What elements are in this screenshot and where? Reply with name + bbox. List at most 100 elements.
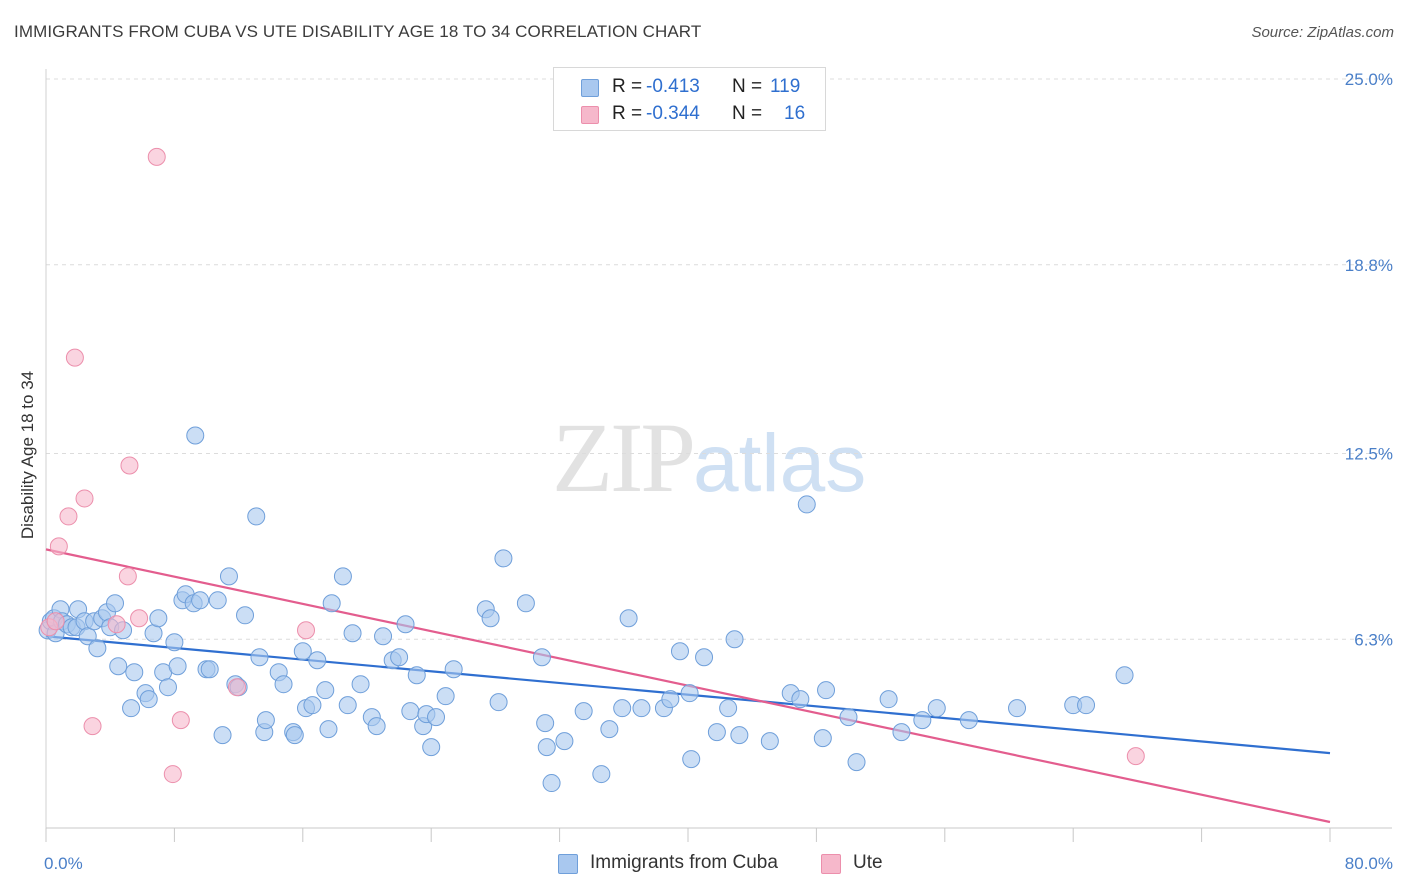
data-point-ute — [120, 456, 139, 475]
y-tick-label: 25.0% — [1345, 70, 1393, 89]
data-point-cuba — [725, 630, 744, 649]
stats-n-value: 119 — [770, 76, 801, 97]
data-point-cuba — [494, 549, 513, 568]
data-point-cuba — [516, 594, 535, 613]
data-point-ute — [75, 489, 94, 508]
data-point-cuba — [343, 624, 362, 643]
legend-swatch-ute — [821, 854, 841, 874]
data-point-cuba — [536, 714, 555, 733]
data-point-cuba — [817, 681, 836, 700]
gridlines — [46, 78, 1392, 640]
data-point-cuba — [106, 594, 125, 613]
data-point-cuba — [555, 732, 574, 751]
data-point-ute — [171, 711, 190, 730]
stats-n-value: 16 — [784, 103, 806, 124]
stats-swatch-ute — [581, 106, 599, 124]
tick-labels: 6.3% 12.5% 18.8% 25.0% 0.0% 80.0% — [44, 70, 1393, 873]
data-point-cuba — [542, 774, 561, 793]
data-point-cuba — [338, 696, 357, 715]
y-tick-label: 12.5% — [1345, 445, 1393, 464]
data-point-ute — [297, 621, 316, 640]
data-point-cuba — [1115, 666, 1134, 685]
data-point-cuba — [247, 507, 266, 526]
data-point-cuba — [158, 678, 177, 697]
data-point-cuba — [319, 720, 338, 739]
data-point-ute — [49, 537, 68, 556]
data-point-cuba — [213, 726, 232, 745]
legend-swatch-cuba — [558, 854, 578, 874]
data-point-cuba — [191, 591, 210, 610]
data-point-cuba — [532, 648, 551, 667]
data-point-ute — [46, 612, 65, 631]
data-point-cuba — [537, 738, 556, 757]
data-point-cuba — [422, 738, 441, 757]
data-point-cuba — [444, 660, 463, 679]
y-axis-label: Disability Age 18 to 34 — [18, 371, 37, 539]
data-point-cuba — [436, 687, 455, 706]
data-point-cuba — [88, 639, 107, 658]
data-point-cuba — [208, 591, 227, 610]
data-point-cuba — [600, 720, 619, 739]
stats-box: R = -0.413 N = 119 R = -0.344 N = 16 — [553, 67, 826, 131]
data-point-cuba — [333, 567, 352, 586]
data-point-cuba — [839, 708, 858, 727]
data-point-cuba — [632, 699, 651, 718]
data-point-cuba — [959, 711, 978, 730]
data-point-ute — [59, 507, 78, 526]
data-point-cuba — [613, 699, 632, 718]
data-point-cuba — [730, 726, 749, 745]
data-point-cuba — [619, 609, 638, 628]
data-point-cuba — [760, 732, 779, 751]
data-point-cuba — [1077, 696, 1096, 715]
data-point-cuba — [186, 426, 205, 445]
data-point-ute — [227, 678, 246, 697]
data-point-cuba — [719, 699, 738, 718]
x-tick-label-min: 0.0% — [44, 854, 83, 873]
data-point-cuba — [351, 675, 370, 694]
data-point-cuba — [316, 681, 335, 700]
stats-swatch-cuba — [581, 79, 599, 97]
data-point-cuba — [125, 663, 144, 682]
stats-n-label: N = — [732, 103, 763, 124]
watermark: ZIPatlas — [552, 400, 866, 515]
watermark-atlas: atlas — [693, 418, 867, 509]
data-point-cuba — [250, 648, 269, 667]
data-point-cuba — [390, 648, 409, 667]
data-point-cuba — [293, 642, 312, 661]
data-point-cuba — [879, 690, 898, 709]
data-point-cuba — [481, 609, 500, 628]
data-point-cuba — [574, 702, 593, 721]
stats-r-label: R = — [612, 103, 643, 124]
chart-title: IMMIGRANTS FROM CUBA VS UTE DISABILITY A… — [14, 22, 702, 41]
data-point-cuba — [374, 627, 393, 646]
data-point-cuba — [401, 702, 420, 721]
axes — [45, 69, 1392, 842]
stats-r-label: R = — [612, 76, 643, 97]
stats-r-value: -0.413 — [646, 76, 700, 97]
data-point-cuba — [1008, 699, 1027, 718]
data-point-cuba — [219, 567, 238, 586]
data-points — [38, 147, 1145, 793]
stats-r-value: -0.344 — [646, 103, 700, 124]
data-point-ute — [163, 765, 182, 784]
data-point-cuba — [122, 699, 141, 718]
data-point-ute — [130, 609, 149, 628]
data-point-cuba — [407, 666, 426, 685]
data-point-cuba — [109, 657, 128, 676]
stats-n-label: N = — [732, 76, 763, 97]
data-point-cuba — [661, 690, 680, 709]
data-point-cuba — [200, 660, 219, 679]
legend-label-cuba: Immigrants from Cuba — [590, 852, 778, 873]
data-point-cuba — [285, 726, 304, 745]
data-point-cuba — [144, 624, 163, 643]
data-point-cuba — [489, 693, 508, 712]
data-point-ute — [147, 147, 166, 166]
data-point-ute — [107, 615, 126, 634]
data-point-cuba — [892, 723, 911, 742]
data-point-cuba — [682, 750, 701, 769]
y-tick-label: 6.3% — [1354, 630, 1393, 649]
data-point-cuba — [322, 594, 341, 613]
data-point-cuba — [791, 690, 810, 709]
data-point-cuba — [913, 711, 932, 730]
